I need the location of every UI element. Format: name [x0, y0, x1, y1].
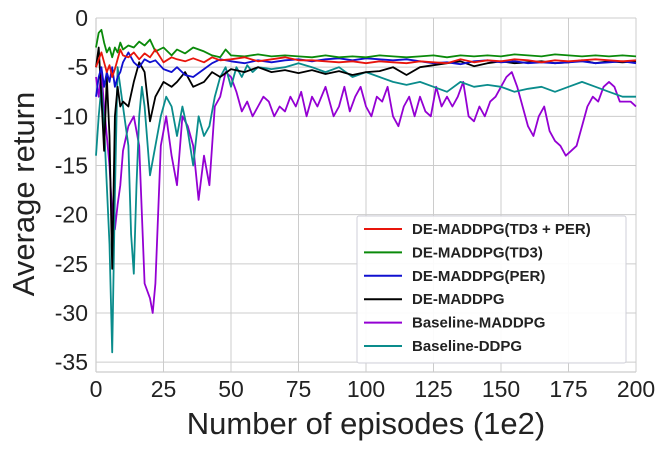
legend-label: DE-MADDPG(TD3 + PER) — [412, 221, 591, 238]
y-tick-label: 0 — [75, 5, 88, 31]
x-tick-label: 100 — [347, 376, 385, 402]
y-tick-label: -25 — [55, 251, 88, 277]
x-tick-label: 50 — [218, 376, 244, 402]
legend-item: DE-MADDPG(TD3 + PER) — [364, 221, 591, 238]
y-tick-label: -5 — [68, 54, 88, 80]
tick-labels: 0 25 50 75 100 125 150 175 200 0 -5 -10 -15 -20 -25 -30… — [55, 5, 655, 402]
legend-item: Baseline-DDPG — [364, 338, 522, 355]
x-tick-label: 125 — [414, 376, 452, 402]
legend-label: DE-MADDPG(TD3) — [412, 244, 543, 261]
y-tick-label: -15 — [55, 153, 88, 179]
y-tick-label: -35 — [55, 349, 88, 375]
legend-label: DE-MADDPG — [412, 291, 505, 308]
legend-item: DE-MADDPG — [364, 291, 505, 308]
legend-label: Baseline-DDPG — [412, 338, 522, 355]
y-tick-label: -10 — [55, 103, 88, 129]
legend-label: Baseline-MADDPG — [412, 315, 545, 332]
x-axis-title: Number of episodes (1e2) — [187, 406, 545, 441]
series-line-baseline-maddpg — [95, 71, 637, 314]
y-axis-title: Average return — [6, 92, 41, 297]
series-line-de-maddpg — [95, 46, 637, 270]
x-tick-label: 150 — [482, 376, 520, 402]
y-tick-label: -20 — [55, 202, 88, 228]
x-tick-label: 175 — [549, 376, 587, 402]
legend-item: Baseline-MADDPG — [364, 315, 545, 332]
series-line-baseline-ddpg — [95, 62, 636, 354]
legend-item: DE-MADDPG(PER) — [364, 268, 545, 285]
x-tick-label: 200 — [617, 376, 655, 402]
legend: DE-MADDPG(TD3 + PER) DE-MADDPG(TD3) DE-MAD… — [356, 215, 627, 364]
x-tick-label: 25 — [151, 376, 177, 402]
y-tick-label: -30 — [55, 300, 88, 326]
legend-items: DE-MADDPG(TD3 + PER) DE-MADDPG(TD3) DE-MAD… — [364, 221, 591, 355]
series-line-de-maddpg-td3 — [95, 28, 637, 59]
series-line-de-maddpg-per — [95, 51, 637, 97]
x-tick-label: 0 — [90, 376, 103, 402]
legend-item: DE-MADDPG(TD3) — [364, 244, 543, 261]
x-tick-label: 75 — [286, 376, 312, 402]
legend-box — [356, 215, 627, 364]
series-lines — [95, 28, 637, 354]
legend-label: DE-MADDPG(PER) — [412, 268, 545, 285]
series-line-de-maddpg-td3-per — [95, 48, 637, 78]
